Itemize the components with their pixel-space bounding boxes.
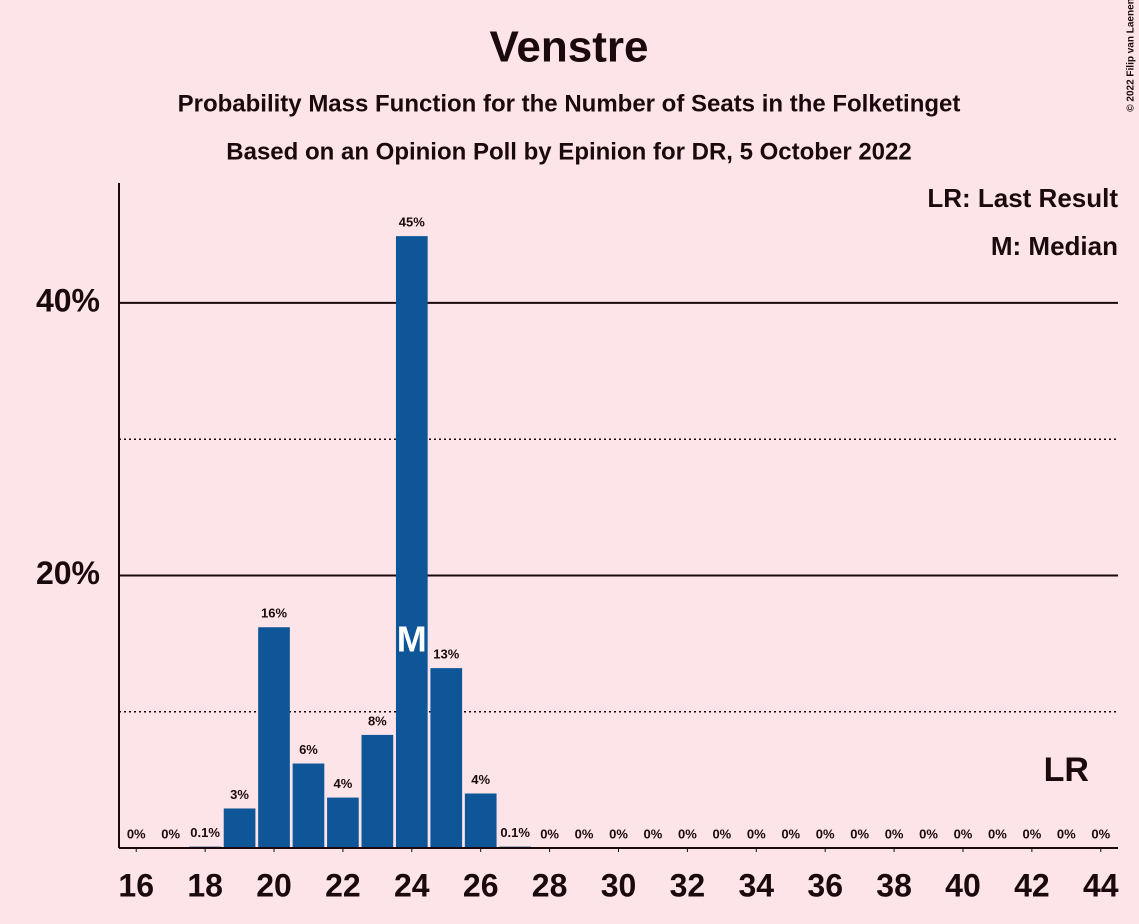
x-tick-label: 38 bbox=[876, 867, 912, 903]
value-label: 0% bbox=[540, 826, 559, 841]
value-label: 0% bbox=[781, 826, 800, 841]
median-marker: M bbox=[397, 619, 427, 660]
value-label: 0% bbox=[1091, 826, 1110, 841]
value-label: 6% bbox=[299, 742, 318, 757]
bar bbox=[223, 808, 256, 848]
bar bbox=[430, 668, 463, 848]
value-label: 0% bbox=[747, 826, 766, 841]
x-tick-label: 24 bbox=[394, 867, 430, 903]
value-label: 0% bbox=[1022, 826, 1041, 841]
value-label: 0% bbox=[644, 826, 663, 841]
y-tick-label: 20% bbox=[36, 555, 100, 591]
x-tick-label: 42 bbox=[1014, 867, 1050, 903]
value-label: 0% bbox=[850, 826, 869, 841]
value-label: 0% bbox=[575, 826, 594, 841]
legend-entry: LR: Last Result bbox=[927, 183, 1118, 213]
x-tick-label: 28 bbox=[532, 867, 568, 903]
x-tick-label: 44 bbox=[1083, 867, 1119, 903]
x-tick-label: 18 bbox=[187, 867, 223, 903]
value-label: 0.1% bbox=[190, 825, 220, 840]
x-tick-label: 32 bbox=[670, 867, 706, 903]
legend-entry: M: Median bbox=[991, 231, 1118, 261]
value-label: 0% bbox=[161, 826, 180, 841]
bar bbox=[395, 236, 428, 848]
bar bbox=[464, 793, 497, 848]
x-tick-label: 26 bbox=[463, 867, 499, 903]
value-label: 13% bbox=[433, 647, 459, 662]
chart-subtitle: Probability Mass Function for the Number… bbox=[178, 90, 961, 117]
value-label: 16% bbox=[261, 606, 287, 621]
value-label: 4% bbox=[334, 776, 353, 791]
chart-title: Venstre bbox=[490, 23, 649, 72]
bar bbox=[361, 734, 394, 848]
x-tick-label: 36 bbox=[807, 867, 843, 903]
x-tick-label: 16 bbox=[118, 867, 154, 903]
value-label: 0% bbox=[609, 826, 628, 841]
x-tick-label: 22 bbox=[325, 867, 361, 903]
value-label: 0% bbox=[919, 826, 938, 841]
value-label: 0% bbox=[712, 826, 731, 841]
bar bbox=[292, 763, 325, 848]
value-label: 45% bbox=[399, 215, 425, 230]
value-label: 0% bbox=[816, 826, 835, 841]
value-label: 0% bbox=[678, 826, 697, 841]
bar bbox=[327, 797, 359, 848]
y-tick-label: 40% bbox=[36, 282, 100, 318]
x-tick-label: 20 bbox=[256, 867, 292, 903]
value-label: 0.1% bbox=[500, 825, 530, 840]
value-label: 3% bbox=[230, 787, 249, 802]
value-label: 0% bbox=[954, 826, 973, 841]
bar bbox=[258, 627, 290, 848]
value-label: 8% bbox=[368, 713, 387, 728]
value-label: 0% bbox=[127, 826, 146, 841]
value-label: 4% bbox=[471, 772, 490, 787]
value-label: 0% bbox=[1057, 826, 1076, 841]
value-label: 0% bbox=[988, 826, 1007, 841]
last-result-marker: LR bbox=[1044, 751, 1089, 789]
chart-subtitle: Based on an Opinion Poll by Epinion for … bbox=[226, 138, 911, 165]
x-tick-label: 34 bbox=[738, 867, 774, 903]
copyright: © 2022 Filip van Laenen bbox=[1126, 0, 1137, 112]
value-label: 0% bbox=[885, 826, 904, 841]
x-tick-label: 40 bbox=[945, 867, 981, 903]
x-tick-label: 30 bbox=[601, 867, 637, 903]
